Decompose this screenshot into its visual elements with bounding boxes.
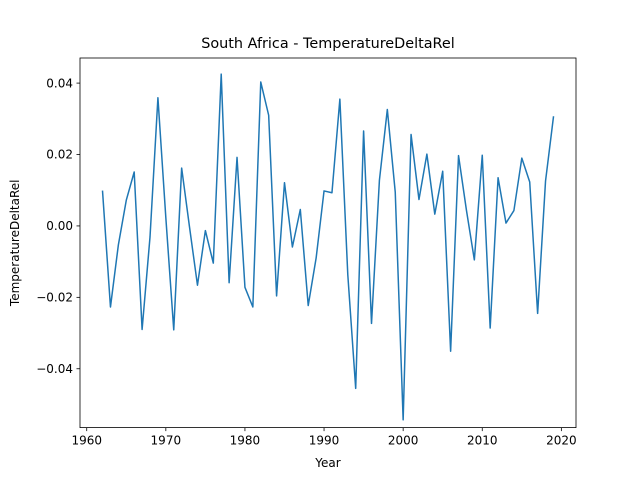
- x-axis-label: Year: [314, 456, 340, 470]
- series-line-1: [101, 73, 555, 421]
- chart-title: South Africa - TemperatureDeltaRel: [201, 36, 455, 52]
- plot-frame: [79, 57, 577, 429]
- x-tick-label: 1960: [71, 434, 102, 448]
- y-axis-label: TemperatureDeltaRel: [8, 180, 22, 308]
- y-tick-label: 0.02: [46, 148, 73, 162]
- x-axis: 1960 1970 1980 1990 2000 2010 2020: [71, 427, 577, 448]
- y-tick-label: 0.04: [46, 76, 73, 90]
- y-tick-label: −0.02: [36, 291, 73, 305]
- y-axis: −0.04 −0.02 0.00 0.02 0.04: [36, 76, 80, 376]
- y-tick-label: −0.04: [36, 362, 73, 376]
- x-tick-label: 2000: [388, 434, 419, 448]
- x-tick-label: 2020: [546, 434, 577, 448]
- x-tick-label: 1990: [309, 434, 340, 448]
- series-layer: [101, 73, 555, 421]
- y-tick-label: 0.00: [46, 219, 73, 233]
- x-tick-label: 1970: [151, 434, 182, 448]
- x-tick-label: 1980: [230, 434, 261, 448]
- x-tick-label: 2010: [467, 434, 498, 448]
